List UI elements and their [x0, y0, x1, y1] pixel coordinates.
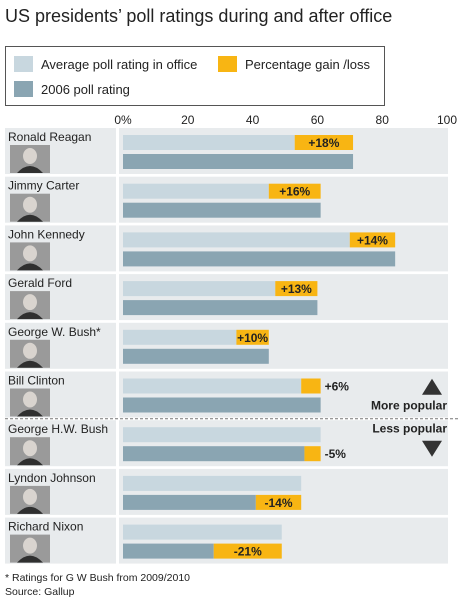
portrait-face [23, 148, 37, 164]
gain-loss-label: +10% [237, 331, 268, 345]
portrait-face [23, 294, 37, 311]
president-name: John Kennedy [8, 227, 85, 241]
gain-loss-label: +14% [357, 233, 388, 247]
bar-gain-loss [213, 543, 282, 559]
gain-loss-label: +13% [281, 282, 312, 296]
portrait-suit [17, 166, 43, 173]
gain-loss-label: -21% [234, 545, 262, 559]
portrait-suit [17, 312, 43, 320]
portrait-face [23, 342, 37, 359]
gain-loss-label: +6% [325, 380, 350, 394]
portrait-face [23, 488, 37, 505]
bar-in-office [123, 183, 269, 199]
chart-title: US presidents’ poll ratings during and a… [5, 6, 393, 26]
less-popular-label: Less popular [372, 422, 447, 436]
bar-in-office [123, 232, 350, 248]
bar-gain-loss [268, 183, 321, 199]
bar-gain-loss [301, 378, 321, 394]
footnote-note: * Ratings for G W Bush from 2009/2010 [5, 572, 191, 584]
bar-2006-rating [123, 446, 305, 462]
bar-2006-rating [123, 300, 318, 316]
portrait-suit [17, 506, 43, 514]
bar-gain-loss [304, 446, 321, 462]
legend-label-gain-loss: Percentage gain /loss [245, 56, 371, 72]
x-tick-label: 80 [376, 113, 390, 127]
portrait-suit [17, 458, 43, 466]
portrait-face [23, 440, 37, 457]
gain-loss-label: +16% [279, 185, 310, 199]
portrait-suit [17, 214, 43, 222]
legend-swatch-in-office [14, 56, 33, 72]
bar-in-office [123, 329, 237, 345]
bar-2006-rating [123, 543, 214, 559]
x-tick-label: 100 [437, 113, 457, 127]
bar-gain-loss [349, 232, 396, 248]
bar-2006-rating [123, 397, 321, 413]
bar-in-office [123, 427, 321, 443]
bar-2006-rating [123, 251, 396, 267]
president-name: Lyndon Johnson [8, 471, 96, 485]
legend: Average poll rating in office Percentage… [5, 46, 385, 106]
portrait-suit [17, 409, 43, 417]
legend-in-office: Average poll rating in office [14, 56, 197, 72]
gain-loss-label: +18% [308, 136, 339, 150]
more-popular-label: More popular [371, 399, 447, 413]
bar-in-office [123, 135, 295, 150]
portrait-suit [17, 263, 43, 271]
portrait-face [23, 391, 37, 408]
bar-2006-rating [123, 202, 321, 218]
legend-label-in-office: Average poll rating in office [41, 56, 198, 72]
bar-in-office [123, 524, 282, 540]
legend-swatch-gain-loss [218, 56, 237, 72]
up-arrow-icon [422, 378, 442, 395]
legend-swatch-2006 [14, 81, 33, 97]
gain-loss-label: -5% [325, 447, 347, 461]
portrait-face [23, 245, 37, 262]
x-tick-label: 60 [311, 113, 325, 127]
portrait-suit [17, 360, 43, 368]
bar-gain-loss [275, 281, 318, 297]
x-tick-label: 20 [181, 113, 195, 127]
x-tick-label: 0% [114, 113, 132, 127]
legend-gain-loss: Percentage gain /loss [218, 56, 370, 72]
legend-2006: 2006 poll rating [14, 81, 130, 97]
gain-loss-label: -14% [265, 496, 293, 510]
bar-2006-rating [123, 154, 354, 169]
down-arrow-icon [422, 440, 442, 457]
bar-gain-loss [236, 329, 269, 345]
bar-in-office [123, 378, 302, 394]
bar-gain-loss [294, 135, 354, 150]
legend-label-2006: 2006 poll rating [41, 81, 130, 97]
bar-in-office [123, 281, 276, 297]
president-name: Bill Clinton [8, 374, 65, 388]
president-name: Jimmy Carter [8, 179, 79, 193]
portrait-face [23, 537, 37, 554]
president-name: George H.W. Bush [8, 422, 108, 436]
president-name: Ronald Reagan [8, 130, 91, 144]
x-tick-label: 40 [246, 113, 260, 127]
bar-gain-loss [255, 494, 302, 510]
president-name: Gerald Ford [8, 276, 72, 290]
portrait-face [23, 196, 37, 213]
bar-in-office [123, 475, 302, 491]
bar-chart: 0% 20 40 60 80 100 Ronald Reagan +18% Jimmy Cart… [5, 113, 460, 564]
bar-2006-rating [123, 494, 256, 510]
president-name: George W. Bush* [8, 325, 101, 339]
footnotes: * Ratings for G W Bush from 2009/2010 So… [5, 571, 190, 599]
bar-2006-rating [123, 348, 269, 364]
president-name: Richard Nixon [8, 520, 83, 534]
footnote-source: Source: Gallup [5, 586, 75, 598]
portrait-suit [17, 555, 43, 563]
